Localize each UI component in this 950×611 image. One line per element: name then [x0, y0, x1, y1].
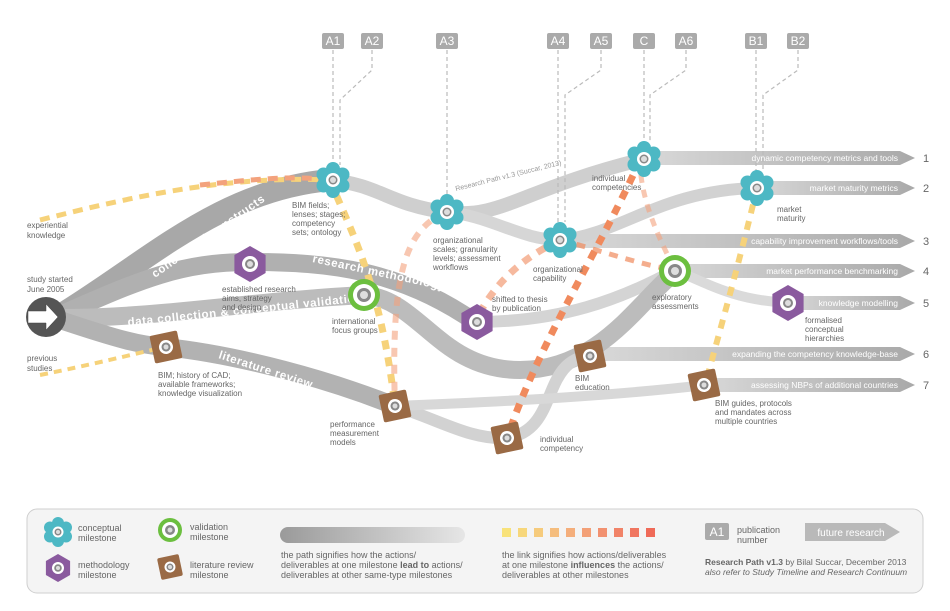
outcome-arrow-5: [780, 296, 915, 310]
previous-caption: previous studies: [27, 354, 57, 373]
outcome-number-2: 2: [923, 183, 929, 195]
legend-path-description: the path signifies how the actions/ deli…: [281, 550, 463, 580]
svg-text:A1: A1: [710, 525, 725, 539]
outcome-arrow-4: [660, 264, 915, 278]
conceptual-milestone-icon: [740, 170, 774, 206]
literature-milestone-icon: [573, 339, 607, 373]
outcome-arrow-7: [700, 378, 915, 392]
outcome-arrows: [560, 151, 915, 392]
validation-milestone-icon: [659, 255, 691, 287]
publication-box-B1: B1: [745, 33, 767, 49]
publication-box-A3: A3: [436, 33, 458, 49]
publication-box-C: C: [633, 33, 655, 49]
caption-bim-education: BIM education: [575, 374, 610, 392]
legend-literature-label: literature review milestone: [190, 560, 254, 580]
caption-intl-focus: international focus groups: [332, 317, 378, 335]
legend-link-sample: [502, 528, 655, 537]
legend-methodology-label: methodology milestone: [78, 560, 130, 580]
conceptual-milestone-icon: [316, 162, 350, 198]
caption-market-maturity: market maturity: [777, 205, 805, 223]
outcome-number-7: 7: [923, 380, 929, 392]
caption-established: established research aims, strategy and de…: [222, 285, 296, 312]
legend-publication-sample: A1: [705, 523, 729, 540]
conceptual-milestone-icon: [543, 222, 577, 258]
legend-validation-label: validation milestone: [190, 522, 229, 542]
caption-org-capability: organizational capability: [533, 265, 583, 283]
legend-conceptual-label: conceptual milestone: [78, 523, 122, 543]
outcome-label-5: knowledge modelling: [819, 298, 899, 308]
caption-indiv-competencies: individual competencies: [592, 174, 641, 192]
svg-text:A2: A2: [365, 34, 380, 48]
outcome-arrow-2: [750, 181, 915, 195]
outcome-number-3: 3: [923, 236, 929, 248]
conceptual-milestone-icon: [430, 194, 464, 230]
milestones: [149, 141, 804, 455]
svg-text:C: C: [640, 34, 649, 48]
svg-text:A5: A5: [594, 34, 609, 48]
outcome-label-2: market maturity metrics: [810, 183, 898, 193]
outcome-arrow-3: [560, 234, 915, 248]
caption-bim-history: BIM; history of CAD; available frameworks…: [158, 371, 242, 398]
legend-methodology-icon: [45, 554, 71, 582]
legend-credit: Research Path v1.3 by Bilal Succar, Dece…: [705, 557, 908, 577]
svg-text:future research: future research: [817, 528, 884, 539]
outcome-number-1: 1: [923, 153, 929, 165]
start-node: [26, 297, 66, 337]
literature-milestone-icon: [490, 421, 524, 455]
publication-box-A2: A2: [361, 33, 383, 49]
outcome-number-5: 5: [923, 298, 929, 310]
caption-indiv-competency: individual competency: [540, 435, 583, 453]
legend-publication-label: publication number: [737, 525, 781, 545]
legend-validation-icon: [158, 518, 182, 542]
outcome-labels: dynamic competency metrics and tools 1 m…: [732, 153, 929, 392]
legend-conceptual-icon: [44, 517, 72, 547]
outcome-number-6: 6: [923, 349, 929, 361]
experiential-caption: experiential knowledge: [27, 221, 68, 240]
caption-exploratory: exploratory assessments: [652, 293, 699, 311]
svg-text:A3: A3: [440, 34, 455, 48]
svg-text:A4: A4: [551, 34, 566, 48]
methodology-milestone-icon: [234, 246, 266, 282]
outcome-label-3: capability improvement workflows/tools: [751, 236, 898, 246]
legend-literature-icon: [157, 554, 183, 580]
publication-box-A6: A6: [675, 33, 697, 49]
caption-perf-measure: performance measurement models: [330, 420, 380, 447]
caption-formalised: formalised conceptual hierarchies: [805, 316, 844, 343]
caption-bim-guides: BIM guides, protocols and mandates across…: [715, 399, 792, 426]
literature-milestone-icon: [687, 368, 721, 402]
svg-text:B1: B1: [749, 34, 764, 48]
legend-future-arrow: future research: [805, 523, 900, 541]
publication-box-A1: A1: [322, 33, 344, 49]
validation-milestone-icon: [348, 279, 380, 311]
conceptual-milestone-icon: [627, 141, 661, 177]
outcome-label-1: dynamic competency metrics and tools: [752, 153, 898, 163]
start-caption: study started June 2005: [27, 275, 73, 294]
outcome-arrow-6: [590, 347, 915, 361]
outcome-arrow-1: [640, 151, 915, 165]
svg-text:A1: A1: [326, 34, 341, 48]
outcome-label-7: assessing NBPs of additional countries: [751, 380, 898, 390]
publication-box-B2: B2: [787, 33, 809, 49]
literature-milestone-icon: [378, 389, 412, 423]
legend: A1 future research: [26, 508, 924, 594]
publication-box-A4: A4: [547, 33, 569, 49]
outcome-label-6: expanding the competency knowledge-base: [732, 349, 898, 359]
methodology-milestone-icon: [772, 285, 804, 321]
caption-org-scales: organizational scales; granularity levels;…: [432, 236, 501, 272]
milestone-captions: study started June 2005 experiential knowl…: [27, 174, 844, 453]
svg-text:A6: A6: [679, 34, 694, 48]
caption-bim-fields: BIM fields; lenses; stages; competency sets…: [292, 201, 345, 237]
svg-text:B2: B2: [791, 34, 806, 48]
publication-box-A5: A5: [590, 33, 612, 49]
outcome-number-4: 4: [923, 266, 929, 278]
publication-markers: A1 A2 A3 A4 A5 C A6 B1 B2: [322, 33, 809, 222]
legend-link-description: the link signifies how actions/deliverab…: [502, 550, 667, 580]
legend-path-sample: [280, 527, 465, 543]
caption-shifted: shifted to thesis by publication: [492, 295, 548, 313]
outcome-label-4: market performance benchmarking: [766, 266, 898, 276]
methodology-milestone-icon: [461, 304, 493, 340]
literature-milestone-icon: [149, 330, 183, 364]
